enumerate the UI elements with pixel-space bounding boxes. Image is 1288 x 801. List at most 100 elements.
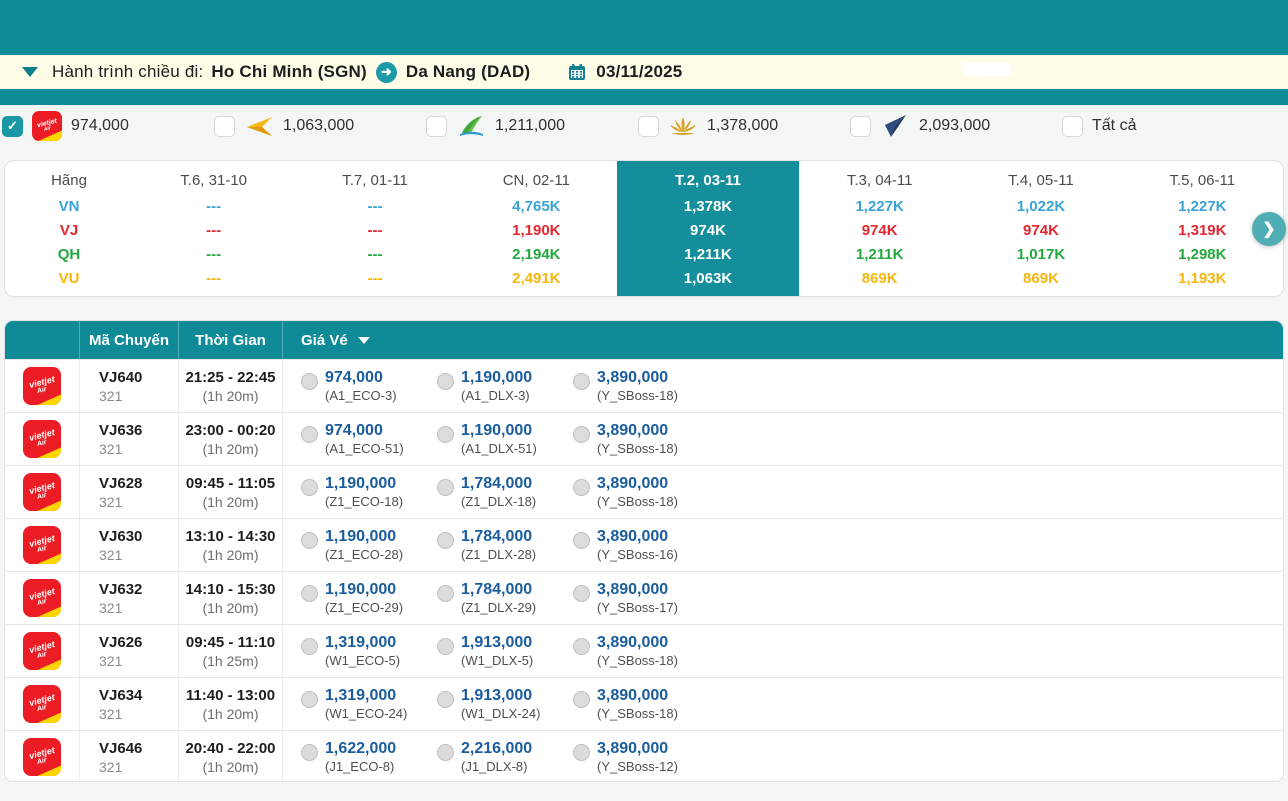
- fare-option: 3,890,000 (Y_SBoss-18): [573, 421, 709, 458]
- flight-time: 14:10 - 15:30: [185, 580, 276, 598]
- fare-price: 1,319,000: [325, 686, 397, 704]
- fare-price: 1,190,000: [325, 580, 397, 598]
- vietjet-logo-subtext: Air: [36, 544, 48, 555]
- vietjet-checkbox[interactable]: ✓: [2, 115, 23, 137]
- fare-radio[interactable]: [437, 478, 454, 496]
- flight-duration: (1h 20m): [202, 705, 259, 722]
- vietravel-min-price: 1,063,000: [283, 117, 355, 134]
- header-time: Thời Gian: [178, 321, 282, 359]
- fare-option: 1,913,000 (W1_DLX-5): [437, 633, 573, 670]
- vietjet-logo-icon: vietjet Air: [23, 367, 61, 405]
- fare-radio[interactable]: [573, 531, 590, 549]
- vietjet-logo-subtext: Air: [36, 438, 48, 449]
- matrix-date-column-5[interactable]: T.4, 05-11 1,022K 974K 1,017K 869K: [960, 161, 1121, 296]
- fare-option: 3,890,000 (Y_SBoss-12): [573, 739, 709, 776]
- calendar-icon[interactable]: [568, 63, 586, 81]
- matrix-col-header: T.6, 31-10: [180, 172, 248, 189]
- fare-price: 1,784,000: [461, 474, 533, 492]
- fare-radio[interactable]: [437, 637, 454, 655]
- fare-radio[interactable]: [301, 425, 318, 443]
- collapse-triangle-icon[interactable]: [22, 67, 38, 77]
- fare-radio[interactable]: [301, 531, 318, 549]
- pacific-checkbox[interactable]: [850, 115, 871, 137]
- fare-option: 3,890,000 (Y_SBoss-18): [573, 474, 709, 511]
- aircraft-type: 321: [99, 440, 123, 457]
- fare-radio[interactable]: [573, 584, 590, 602]
- flight-code: VJ628: [99, 474, 143, 492]
- fare-radio[interactable]: [437, 372, 454, 390]
- flight-table-header: Mã Chuyến Thời Gian Giá Vé: [5, 321, 1283, 359]
- fare-price: 1,784,000: [461, 527, 533, 545]
- fare-price: 1,190,000: [325, 527, 397, 545]
- fare-radio[interactable]: [573, 372, 590, 390]
- matrix-fare: 1,063K: [683, 270, 733, 287]
- matrix-fare: 1,227K: [855, 198, 904, 215]
- fare-radio[interactable]: [437, 584, 454, 602]
- matrix-fare: 1,193K: [1178, 270, 1227, 287]
- fare-radio[interactable]: [437, 531, 454, 549]
- fare-class: (A1_ECO-3): [325, 387, 397, 403]
- fare-radio[interactable]: [437, 425, 454, 443]
- vietjet-logo-subtext: Air: [36, 703, 48, 714]
- fare-class: (Z1_ECO-18): [325, 493, 404, 509]
- vietjet-logo-icon: vietjet Air: [23, 738, 61, 776]
- fare-radio[interactable]: [573, 478, 590, 496]
- journey-origin: Ho Chi Minh (SGN): [211, 62, 367, 81]
- route-arrow-icon: ➜: [375, 61, 397, 83]
- fare-radio[interactable]: [301, 690, 318, 708]
- fare-option: 3,890,000 (Y_SBoss-16): [573, 527, 709, 564]
- vietjet-logo-icon: vietjet Air: [23, 685, 61, 723]
- fare-option: 1,190,000 (Z1_ECO-28): [301, 527, 437, 564]
- pacific-airlines-logo-icon: [880, 111, 910, 141]
- matrix-fare: ---: [206, 198, 222, 215]
- fare-class: (Y_SBoss-17): [597, 599, 678, 615]
- fare-option: 3,890,000 (Y_SBoss-18): [573, 686, 709, 723]
- aircraft-type: 321: [99, 493, 123, 510]
- fare-price: 1,319,000: [325, 633, 397, 651]
- fare-radio[interactable]: [573, 743, 590, 761]
- fare-price: 3,890,000: [597, 686, 669, 704]
- fare-radio[interactable]: [301, 637, 318, 655]
- fare-option: 1,913,000 (W1_DLX-24): [437, 686, 573, 723]
- flight-time: 09:45 - 11:10: [185, 633, 276, 651]
- fare-radio[interactable]: [301, 372, 318, 390]
- fare-radio[interactable]: [573, 690, 590, 708]
- matrix-date-column-4[interactable]: T.3, 04-11 1,227K 974K 1,211K 869K: [799, 161, 960, 296]
- matrix-date-column-1[interactable]: T.7, 01-11 --- --- --- ---: [294, 161, 455, 296]
- matrix-date-column-6[interactable]: T.5, 06-11 1,227K 1,319K 1,298K 1,193K: [1122, 161, 1283, 296]
- fare-radio[interactable]: [301, 584, 318, 602]
- matrix-date-column-0[interactable]: T.6, 31-10 --- --- --- ---: [133, 161, 294, 296]
- vietravel-checkbox[interactable]: [214, 115, 235, 137]
- filter-vietravel: 1,063,000: [214, 110, 354, 142]
- fare-radio[interactable]: [301, 478, 318, 496]
- header-fare-sort[interactable]: Giá Vé: [282, 321, 1283, 359]
- fare-class: (W1_DLX-24): [461, 705, 541, 721]
- matrix-fare: 974K: [1023, 222, 1059, 239]
- flight-row-vj632: vietjet Air VJ632 321 14:10 - 15:30 (1h 20m…: [5, 571, 1283, 624]
- matrix-date-column-2[interactable]: CN, 02-11 4,765K 1,190K 2,194K 2,491K: [456, 161, 617, 296]
- matrix-fare: 1,190K: [512, 222, 561, 239]
- all-airlines-checkbox[interactable]: [1062, 115, 1083, 137]
- fare-class: (Y_SBoss-12): [597, 758, 678, 774]
- flight-time: 11:40 - 13:00: [185, 686, 276, 704]
- fare-price: 3,890,000: [597, 580, 669, 598]
- fare-radio[interactable]: [573, 637, 590, 655]
- bamboo-airways-logo-icon: [456, 111, 486, 141]
- vietnam-airlines-checkbox[interactable]: [638, 115, 659, 137]
- matrix-fare: ---: [206, 222, 222, 239]
- vietjet-min-price: 974,000: [71, 117, 129, 134]
- flight-code: VJ636: [99, 421, 143, 439]
- fare-radio[interactable]: [437, 743, 454, 761]
- matrix-next-chevron-button[interactable]: ❯: [1252, 212, 1286, 246]
- vietnam-airlines-lotus-logo-icon: [668, 111, 698, 141]
- fare-price: 3,890,000: [597, 633, 669, 651]
- filter-all: Tất cả: [1062, 110, 1136, 142]
- fare-radio[interactable]: [301, 743, 318, 761]
- fare-radio[interactable]: [437, 690, 454, 708]
- fare-radio[interactable]: [573, 425, 590, 443]
- bamboo-checkbox[interactable]: [426, 115, 447, 137]
- fare-option: 974,000 (A1_ECO-51): [301, 421, 437, 458]
- bamboo-min-price: 1,211,000: [495, 117, 565, 134]
- fare-option: 1,319,000 (W1_ECO-24): [301, 686, 437, 723]
- matrix-date-column-selected[interactable]: T.2, 03-11 1,378K 974K 1,211K 1,063K: [616, 161, 799, 296]
